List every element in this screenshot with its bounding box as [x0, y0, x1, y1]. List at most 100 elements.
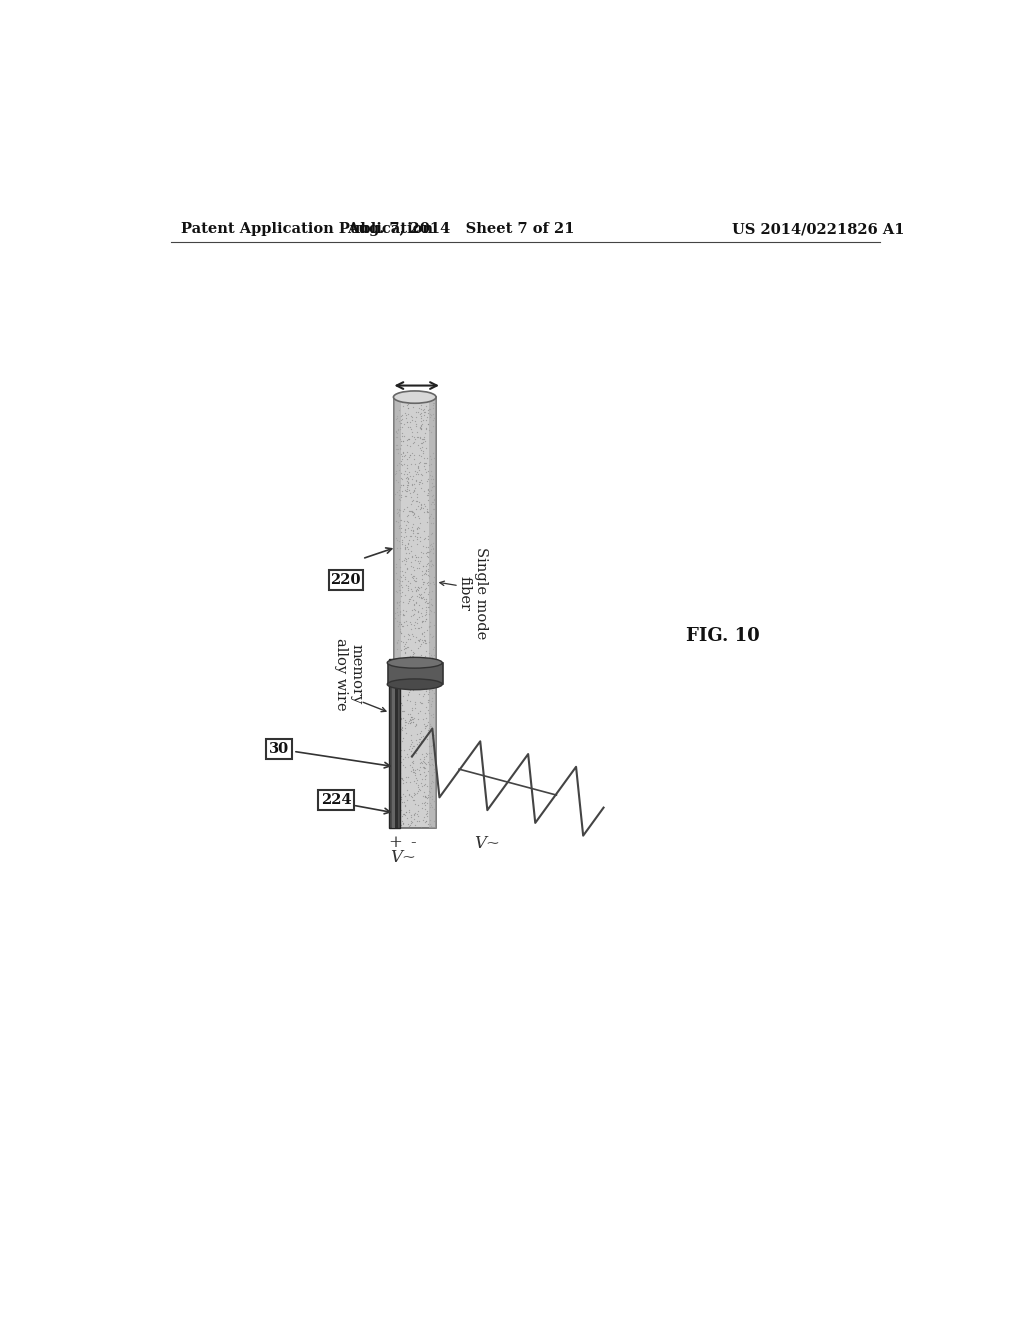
Point [420, 525, 436, 546]
Point [421, 508, 437, 529]
Point [408, 663, 424, 684]
Point [408, 570, 424, 591]
Point [424, 764, 440, 785]
Point [394, 770, 411, 791]
Point [415, 785, 431, 807]
Point [393, 718, 410, 739]
Point [413, 440, 429, 461]
Point [416, 447, 432, 469]
Point [419, 714, 435, 735]
Text: memory
alloy wire: memory alloy wire [334, 638, 364, 710]
Point [391, 697, 408, 718]
Point [413, 721, 429, 742]
Point [411, 397, 427, 418]
Point [424, 532, 440, 553]
Point [411, 583, 427, 605]
FancyBboxPatch shape [266, 739, 292, 759]
Point [424, 523, 440, 544]
Point [418, 656, 434, 677]
Point [397, 675, 414, 696]
Point [418, 609, 434, 630]
Point [409, 612, 425, 634]
Point [418, 632, 434, 653]
Point [396, 656, 413, 677]
Point [412, 403, 428, 424]
Point [403, 708, 420, 729]
Point [398, 550, 415, 572]
Point [410, 495, 426, 516]
Point [396, 461, 413, 482]
Point [423, 477, 439, 498]
Point [413, 779, 429, 800]
Point [416, 748, 432, 770]
Point [412, 722, 428, 743]
Point [399, 404, 416, 425]
Point [414, 587, 430, 609]
Point [397, 486, 414, 507]
Point [414, 569, 430, 590]
Point [413, 418, 429, 440]
Point [409, 733, 425, 754]
Point [406, 645, 422, 667]
Point [394, 441, 411, 462]
Point [392, 618, 409, 639]
Point [414, 413, 430, 434]
Point [420, 597, 436, 618]
Point [411, 735, 427, 756]
Point [415, 756, 431, 777]
Point [410, 457, 426, 478]
Point [396, 785, 413, 807]
Point [418, 810, 434, 832]
Point [417, 422, 433, 444]
Point [400, 543, 417, 564]
Point [400, 570, 417, 591]
Point [418, 678, 434, 700]
Point [396, 568, 413, 589]
Point [423, 421, 439, 442]
Point [392, 556, 409, 577]
Point [394, 422, 411, 444]
Point [421, 399, 437, 420]
Point [422, 465, 438, 486]
Point [393, 730, 410, 751]
Point [388, 510, 404, 531]
Point [394, 719, 411, 741]
Point [393, 767, 410, 788]
Point [421, 702, 437, 723]
Point [402, 519, 419, 540]
Point [391, 807, 408, 828]
Point [408, 401, 424, 422]
Ellipse shape [387, 678, 442, 689]
Point [404, 566, 421, 587]
Point [398, 801, 415, 822]
Point [415, 536, 431, 557]
Point [396, 605, 413, 626]
Point [407, 693, 423, 714]
Point [424, 748, 440, 770]
Point [413, 586, 429, 607]
Point [424, 469, 440, 490]
Point [418, 725, 434, 746]
Point [399, 558, 416, 579]
Point [404, 680, 421, 701]
Point [399, 576, 416, 597]
Point [392, 515, 409, 536]
Point [392, 787, 409, 808]
Point [409, 487, 425, 508]
Point [404, 789, 421, 810]
Point [402, 810, 419, 832]
Point [388, 593, 404, 614]
Point [420, 574, 436, 595]
Point [422, 776, 438, 797]
Point [417, 388, 433, 409]
Point [408, 490, 424, 511]
Point [415, 663, 431, 684]
Point [403, 785, 420, 807]
Point [391, 429, 408, 450]
Point [410, 523, 426, 544]
Point [394, 474, 411, 495]
Point [417, 785, 433, 807]
Point [392, 418, 409, 440]
Point [388, 438, 404, 459]
Point [418, 632, 434, 653]
